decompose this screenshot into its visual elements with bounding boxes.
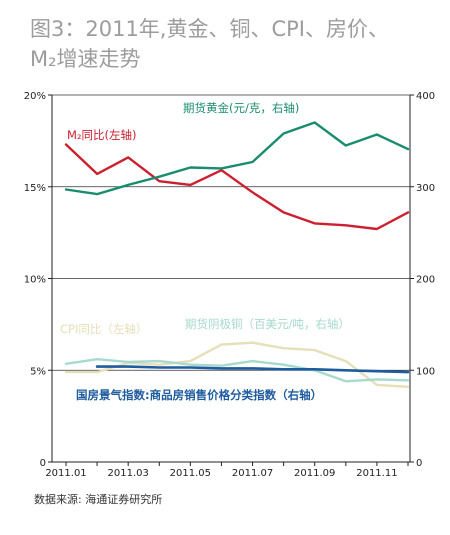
series-label-1: M₂同比(左轴): [67, 128, 137, 142]
chart-title-line2: M₂增速走势: [30, 47, 141, 71]
chart-title: 图3：2011年,黄金、铜、CPI、房价、 M₂增速走势: [30, 14, 440, 74]
y-left-tick-label: 10%: [24, 275, 46, 286]
series-label-4: 国房景气指数:商品房销售价格分类指数（右轴）: [76, 388, 322, 402]
chart-title-line1: 图3：2011年,黄金、铜、CPI、房价、: [30, 17, 389, 41]
series-label-0: 期货黄金(元/克，右轴): [183, 101, 299, 115]
series-label-3: 期货阴极铜（百美元/吨，右轴）: [185, 317, 350, 331]
y-right-tick-label: 0: [416, 458, 422, 469]
y-left-tick-label: 15%: [24, 183, 46, 194]
series-line-4: [95, 365, 410, 374]
y-left-tick-label: 5%: [30, 366, 46, 377]
series-label-2: CPI同比（左轴）: [60, 322, 147, 336]
x-tick-label: 2011.01: [45, 468, 86, 479]
x-tick-label: 2011.11: [356, 468, 397, 479]
x-tick-label: 2011.03: [108, 468, 149, 479]
y-left-tick-label: 0: [40, 458, 46, 469]
series-line-2: [64, 341, 410, 388]
x-tick-label: 2011.07: [232, 468, 273, 479]
series-line-0: [64, 121, 410, 196]
y-left-tick-label: 20%: [24, 91, 46, 102]
x-tick-label: 2011.09: [294, 468, 335, 479]
y-right-tick-label: 200: [416, 275, 435, 286]
y-right-tick-label: 100: [416, 366, 435, 377]
series-line-3: [64, 358, 410, 383]
series-line-1: [64, 143, 410, 231]
source-note: 数据来源: 海通证券研究所: [34, 493, 163, 506]
y-right-tick-label: 300: [416, 183, 435, 194]
y-right-tick-label: 400: [416, 91, 435, 102]
x-tick-label: 2011.05: [170, 468, 211, 479]
